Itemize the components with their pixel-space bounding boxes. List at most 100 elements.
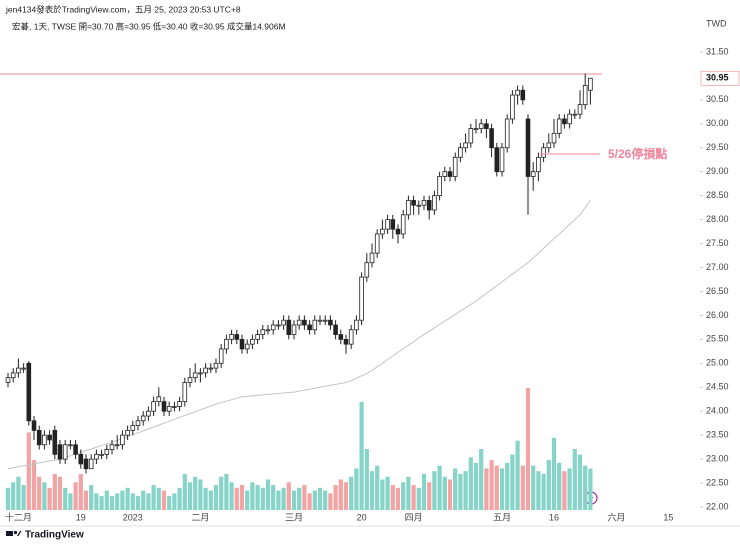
volume-bar — [52, 473, 57, 510]
candle-body — [343, 338, 349, 345]
candle-body — [26, 362, 32, 422]
candle-body — [447, 171, 453, 177]
y-tick-label: 31.50 — [706, 46, 729, 56]
volume-bar — [416, 487, 421, 510]
volume-bar — [427, 482, 432, 510]
volume-bar — [11, 482, 16, 510]
candle-body — [47, 434, 52, 441]
candle-body — [146, 410, 151, 417]
candle-body — [229, 334, 234, 340]
candle-body — [437, 176, 442, 197]
candle-body — [463, 142, 468, 149]
candle-body — [198, 372, 203, 375]
candle-body — [359, 276, 364, 321]
y-tick-label: 30.50 — [706, 94, 729, 104]
candle-body — [68, 444, 73, 447]
volume-bar — [94, 493, 99, 510]
candle-body — [442, 171, 448, 177]
volume-bar — [156, 487, 161, 510]
volume-bar — [588, 468, 593, 510]
candle-body — [88, 458, 94, 470]
candle-body — [426, 200, 432, 211]
moving-average — [7, 200, 591, 470]
volume-bar — [312, 490, 317, 510]
volume-bar — [239, 485, 245, 510]
y-tick-label: 25.50 — [706, 334, 729, 344]
volume-bar — [541, 473, 546, 510]
volume-bar — [63, 487, 68, 510]
volume-bar — [557, 462, 562, 510]
x-tick-label: 三月 — [285, 512, 303, 522]
volume-bar — [291, 490, 297, 510]
volume-bar — [161, 490, 167, 510]
volume-bar — [385, 476, 390, 510]
candle-body — [411, 200, 416, 206]
candle-body — [354, 319, 359, 331]
y-tick-label: 25.00 — [706, 358, 729, 368]
candle-body — [307, 324, 312, 331]
volume-bar — [401, 482, 406, 510]
volume-bar — [354, 468, 359, 510]
candle-body — [10, 372, 16, 379]
candle-body — [172, 406, 177, 408]
volume-bar — [317, 487, 323, 510]
volume-bar — [473, 462, 479, 510]
candle-body — [520, 89, 526, 101]
candle-body — [104, 449, 110, 455]
logo — [6, 530, 22, 536]
candle-body — [302, 319, 307, 326]
volume-bar — [135, 496, 141, 510]
volume-bar — [198, 479, 203, 510]
volume-bar — [453, 468, 458, 510]
volume-bar — [104, 490, 109, 510]
candle-body — [270, 324, 276, 331]
candle-body — [484, 123, 489, 129]
volume-bar — [551, 437, 557, 510]
volume-bar — [5, 487, 11, 510]
currency: TWD — [706, 18, 727, 28]
annotation-label: 5/26停損點 — [608, 146, 667, 161]
volume-bar — [172, 493, 177, 510]
candle-body — [208, 367, 214, 370]
x-tick-label: 20 — [357, 512, 367, 522]
candle-body — [458, 147, 463, 158]
candle-body — [385, 219, 390, 230]
candle-body — [338, 334, 344, 340]
y-tick-label: 27.50 — [706, 238, 729, 248]
volume-bar — [68, 493, 73, 510]
volume-bar — [42, 482, 47, 510]
volume-bar — [260, 487, 265, 510]
x-tick-label: 四月 — [405, 512, 423, 522]
candle-body — [250, 338, 255, 345]
volume-bar — [562, 471, 567, 510]
x-tick-label: 六月 — [607, 511, 625, 522]
volume-bar — [276, 490, 281, 510]
candle-body — [369, 252, 375, 264]
candle-body — [296, 319, 302, 326]
candle-body — [556, 118, 562, 134]
volume-bar — [307, 493, 312, 510]
volume-bar — [245, 490, 250, 510]
candle-body — [348, 329, 354, 345]
candle-body — [510, 94, 515, 120]
candle-body — [244, 343, 250, 350]
volume-bar — [572, 449, 577, 510]
volume-bar — [479, 449, 484, 510]
header-info: 宏碁, 1天, TWSE 開=30.70 高=30.95 低=30.40 收=3… — [12, 21, 286, 31]
candle-body — [42, 434, 47, 446]
candle-body — [260, 329, 266, 335]
candle-body — [120, 434, 125, 446]
volume-bar — [494, 465, 499, 510]
y-tick-label: 22.00 — [706, 501, 729, 511]
candle-body — [395, 228, 401, 235]
candle-body — [239, 338, 245, 350]
candle-body — [567, 113, 572, 125]
volume-bar — [442, 476, 447, 510]
candle-body — [406, 200, 411, 216]
volume-bar — [546, 460, 551, 510]
candle-body — [16, 367, 21, 374]
candle-body — [234, 334, 240, 340]
volume-bar — [182, 473, 187, 510]
volume-bar — [302, 485, 307, 510]
